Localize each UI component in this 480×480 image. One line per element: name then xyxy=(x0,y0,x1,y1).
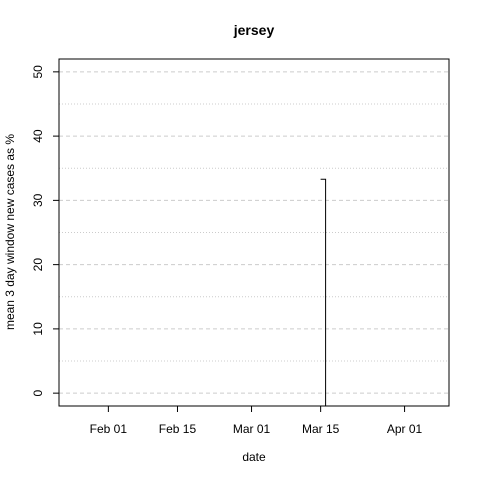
x-tick-label: Mar 01 xyxy=(233,422,271,436)
x-axis-label: date xyxy=(242,450,266,464)
y-tick-label: 20 xyxy=(31,258,45,272)
y-tick-label: 30 xyxy=(31,193,45,207)
y-tick-label: 50 xyxy=(31,65,45,79)
x-tick-label: Apr 01 xyxy=(387,422,423,436)
grid xyxy=(59,71,449,394)
series-line xyxy=(320,178,327,406)
y-tick-label: 10 xyxy=(31,322,45,336)
x-axis: Feb 01 Feb 15 Mar 01 Mar 15 Apr 01 xyxy=(90,406,423,436)
x-tick-label: Feb 15 xyxy=(159,422,197,436)
y-axis: 0 10 20 30 40 50 xyxy=(31,65,59,396)
x-tick-label: Mar 15 xyxy=(302,422,340,436)
plot-frame xyxy=(58,58,450,407)
y-tick-label: 40 xyxy=(31,129,45,143)
x-tick-label: Feb 01 xyxy=(90,422,128,436)
y-tick-label: 0 xyxy=(31,389,45,396)
chart-title: jersey xyxy=(233,22,275,38)
y-axis-label: mean 3 day window new cases as % xyxy=(3,134,17,330)
